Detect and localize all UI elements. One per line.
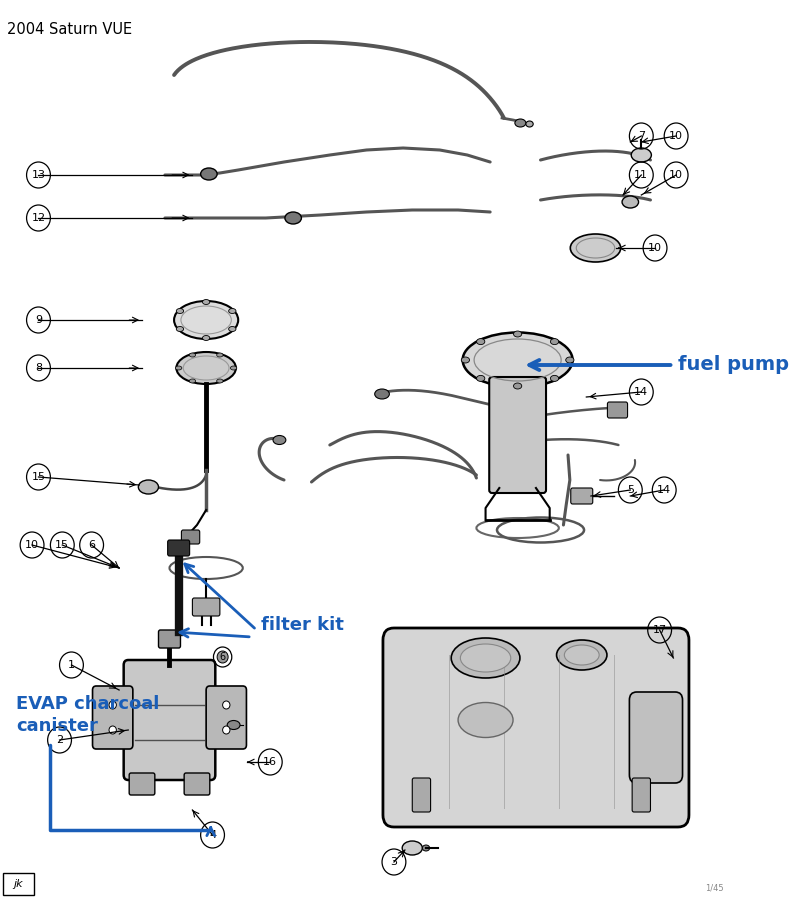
Ellipse shape (230, 366, 237, 370)
Ellipse shape (229, 327, 236, 331)
Circle shape (222, 701, 230, 709)
Ellipse shape (189, 379, 195, 383)
FancyBboxPatch shape (632, 778, 650, 812)
Text: 1: 1 (68, 660, 75, 670)
Circle shape (109, 726, 116, 734)
Ellipse shape (217, 353, 223, 357)
Text: 10: 10 (669, 170, 683, 180)
Ellipse shape (176, 327, 183, 331)
Text: 4: 4 (209, 830, 216, 840)
Ellipse shape (513, 383, 522, 389)
Ellipse shape (175, 366, 182, 370)
Ellipse shape (402, 841, 422, 855)
FancyBboxPatch shape (383, 628, 689, 827)
Ellipse shape (461, 644, 511, 672)
Ellipse shape (176, 309, 183, 313)
Text: 8: 8 (35, 363, 42, 373)
Ellipse shape (622, 196, 638, 208)
Text: 13: 13 (31, 170, 45, 180)
Ellipse shape (229, 309, 236, 313)
Ellipse shape (202, 300, 210, 304)
Ellipse shape (564, 645, 599, 665)
FancyBboxPatch shape (192, 598, 220, 616)
Ellipse shape (189, 353, 195, 357)
Circle shape (222, 726, 230, 734)
Ellipse shape (176, 352, 236, 384)
FancyBboxPatch shape (167, 540, 190, 556)
FancyBboxPatch shape (412, 778, 430, 812)
Ellipse shape (202, 336, 210, 340)
Ellipse shape (285, 212, 301, 224)
Ellipse shape (422, 845, 430, 851)
Ellipse shape (458, 703, 513, 737)
Ellipse shape (631, 148, 651, 162)
Text: 6: 6 (219, 652, 226, 662)
Ellipse shape (556, 640, 607, 670)
Text: 6: 6 (88, 540, 95, 550)
Ellipse shape (139, 480, 159, 494)
Text: 10: 10 (648, 243, 662, 253)
Text: 15: 15 (55, 540, 69, 550)
Ellipse shape (515, 119, 526, 127)
FancyBboxPatch shape (124, 660, 215, 780)
Circle shape (217, 651, 228, 663)
Circle shape (109, 701, 116, 709)
Text: 14: 14 (658, 485, 671, 495)
Ellipse shape (174, 301, 238, 339)
Ellipse shape (566, 357, 574, 363)
Text: 7: 7 (638, 131, 645, 141)
Text: 1/45: 1/45 (705, 884, 724, 893)
Text: filter kit: filter kit (261, 616, 344, 634)
Ellipse shape (451, 638, 520, 678)
FancyBboxPatch shape (182, 530, 200, 544)
Ellipse shape (513, 331, 522, 337)
Text: jk: jk (14, 879, 23, 889)
Text: 11: 11 (634, 170, 648, 180)
Ellipse shape (273, 436, 286, 445)
Text: 5: 5 (626, 485, 634, 495)
Ellipse shape (571, 234, 621, 262)
Ellipse shape (217, 379, 223, 383)
Text: 17: 17 (653, 625, 667, 635)
Ellipse shape (551, 375, 559, 382)
FancyBboxPatch shape (92, 686, 133, 749)
FancyBboxPatch shape (489, 377, 546, 493)
Text: 14: 14 (634, 387, 649, 397)
Ellipse shape (551, 338, 559, 345)
Ellipse shape (201, 168, 217, 180)
FancyBboxPatch shape (159, 630, 180, 648)
Text: 15: 15 (31, 472, 45, 482)
Ellipse shape (477, 375, 485, 382)
Text: 2: 2 (56, 735, 63, 745)
FancyBboxPatch shape (206, 686, 246, 749)
FancyBboxPatch shape (129, 773, 155, 795)
Text: 2004 Saturn VUE: 2004 Saturn VUE (7, 22, 132, 37)
FancyBboxPatch shape (607, 402, 627, 418)
Ellipse shape (462, 332, 572, 388)
Ellipse shape (375, 389, 390, 399)
Text: 3: 3 (391, 857, 398, 867)
FancyBboxPatch shape (184, 773, 210, 795)
Text: 10: 10 (669, 131, 683, 141)
Ellipse shape (227, 721, 240, 730)
Ellipse shape (461, 357, 469, 363)
Text: 16: 16 (263, 757, 277, 767)
Text: fuel pump: fuel pump (678, 356, 789, 374)
Ellipse shape (526, 121, 533, 127)
Text: 10: 10 (25, 540, 39, 550)
Ellipse shape (477, 338, 485, 345)
FancyBboxPatch shape (630, 692, 682, 783)
Text: 9: 9 (35, 315, 42, 325)
FancyBboxPatch shape (571, 488, 593, 504)
Text: 12: 12 (31, 213, 45, 223)
Text: EVAP charcoal
canister: EVAP charcoal canister (17, 695, 160, 735)
